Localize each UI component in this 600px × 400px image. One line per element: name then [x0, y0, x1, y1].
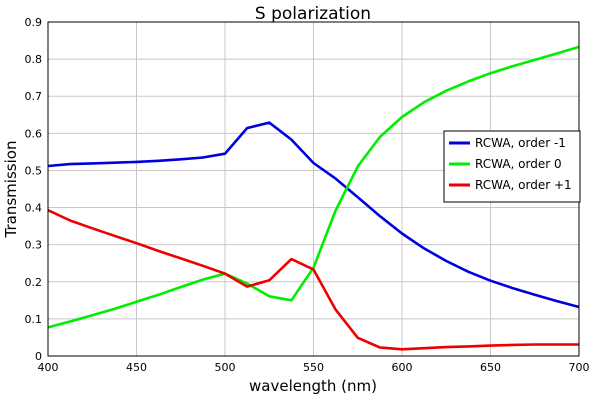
x-tick-label: 450: [126, 361, 147, 374]
y-tick-label: 0.4: [25, 202, 43, 215]
y-tick-label: 0.6: [25, 127, 43, 140]
chart-title: S polarization: [255, 4, 371, 24]
y-tick-label: 0.2: [25, 276, 43, 289]
x-tick-label: 500: [215, 361, 236, 374]
series-line-0: [47, 121, 580, 309]
tick-labels: 400 450 500 550 600 650 700 0 0.1 0.2 0.3 0.4 0.5 0.6…: [25, 16, 590, 374]
y-tick-label: 0.7: [25, 90, 43, 103]
y-tick-label: 0.9: [25, 16, 43, 29]
legend-label-1: RCWA, order 0: [475, 157, 562, 171]
y-tick-label: 0.1: [25, 313, 43, 326]
y-tick-label: 0: [35, 350, 42, 363]
series-line-1: [47, 45, 580, 329]
x-tick-label: 400: [38, 361, 59, 374]
legend-label-0: RCWA, order -1: [475, 136, 566, 150]
y-axis-label: Transmission: [2, 141, 20, 239]
x-tick-label: 700: [569, 361, 590, 374]
series-line-2: [47, 209, 579, 351]
legend: RCWA, order -1 RCWA, order 0 RCWA, order +…: [443, 130, 581, 203]
x-tick-label: 650: [480, 361, 501, 374]
y-tick-label: 0.5: [25, 164, 43, 177]
legend-label-2: RCWA, order +1: [475, 178, 572, 192]
x-axis-label: wavelength (nm): [249, 377, 377, 395]
x-tick-label: 600: [392, 361, 413, 374]
x-tick-label: 550: [303, 361, 324, 374]
y-tick-label: 0.8: [25, 53, 43, 66]
series-layer: [47, 45, 580, 351]
y-tick-label: 0.3: [25, 239, 43, 252]
